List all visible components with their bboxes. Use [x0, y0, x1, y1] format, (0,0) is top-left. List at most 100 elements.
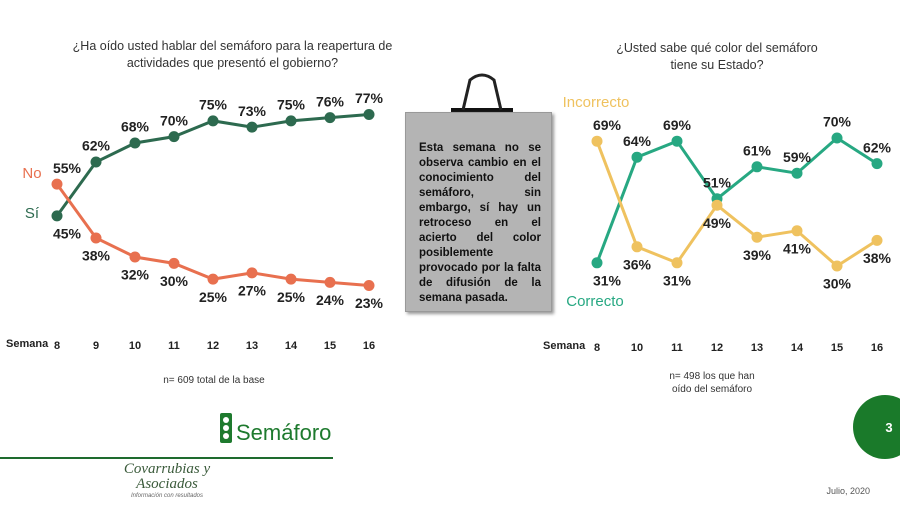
point — [751, 231, 763, 243]
point — [791, 225, 803, 237]
point — [324, 276, 336, 288]
x-tick-label: 13 — [751, 342, 763, 354]
x-tick-label: 14 — [285, 340, 298, 352]
point — [363, 280, 375, 291]
point — [285, 115, 297, 127]
page-badge — [853, 395, 900, 459]
point — [246, 121, 258, 133]
point — [671, 135, 683, 147]
x-tick-label: 11 — [168, 340, 180, 352]
point — [168, 131, 180, 143]
data-label: 62% — [863, 139, 892, 155]
chart-title: ¿Usted sabe qué color del semáforo tiene… — [616, 41, 818, 72]
data-label: 55% — [53, 160, 82, 176]
x-tick-label: 15 — [324, 340, 336, 352]
point — [591, 257, 603, 269]
point — [129, 137, 141, 149]
base-note: n= 498 los que han oído del semáforo — [669, 371, 755, 395]
data-label: 75% — [277, 97, 306, 113]
data-label: 38% — [863, 250, 892, 266]
x-tick-label: 14 — [791, 342, 804, 354]
data-label: 25% — [199, 289, 228, 305]
series-name: Correcto — [566, 293, 624, 310]
point — [591, 135, 603, 147]
x-tick-label: 13 — [246, 340, 258, 352]
data-label: 61% — [743, 143, 772, 159]
data-label: 24% — [316, 292, 345, 308]
point — [831, 260, 843, 272]
data-label: 76% — [316, 93, 345, 109]
data-label: 69% — [593, 117, 622, 133]
data-label: 31% — [663, 273, 692, 289]
series-name: Sí — [25, 205, 40, 222]
chart-title: ¿Ha oído usted hablar del semáforo para … — [72, 39, 393, 70]
data-label: 62% — [82, 138, 111, 154]
series-line — [595, 140, 878, 268]
data-label: 69% — [663, 117, 692, 133]
series-name: Incorrecto — [563, 94, 630, 111]
data-label: 36% — [623, 257, 652, 273]
point — [246, 267, 258, 279]
x-tick-label: 10 — [129, 340, 141, 352]
point — [671, 257, 683, 269]
series-name: No — [22, 165, 41, 182]
data-label: 39% — [743, 247, 772, 263]
point — [871, 234, 883, 246]
point — [168, 257, 180, 269]
data-label: 45% — [53, 226, 82, 242]
x-tick-label: 8 — [594, 342, 600, 354]
data-label: 68% — [121, 119, 150, 135]
data-label: 51% — [703, 175, 732, 191]
base-note: n= 609 total de la base — [163, 375, 265, 386]
x-tick-label: 15 — [831, 342, 843, 354]
point — [90, 156, 102, 168]
data-label: 77% — [355, 90, 384, 106]
series-line — [595, 136, 878, 264]
logo-tagline: Información con resultados — [130, 493, 204, 499]
x-tick-label: 8 — [54, 340, 60, 352]
data-label: 25% — [277, 289, 306, 305]
date: Julio, 2020 — [826, 486, 870, 496]
point — [631, 151, 643, 163]
x-axis-label: Semana — [6, 338, 49, 350]
data-label: 27% — [238, 283, 267, 299]
comment-box: Esta semana no se observa cambio en el c… — [405, 112, 552, 312]
logo-name: Covarrubias y Asociados — [123, 461, 211, 492]
data-label: 41% — [783, 241, 812, 257]
point — [90, 232, 102, 244]
x-tick-label: 12 — [207, 340, 219, 352]
point — [791, 167, 803, 179]
point — [831, 132, 843, 144]
x-tick-label: 12 — [711, 342, 723, 354]
page-number: 3 — [885, 420, 892, 435]
point — [129, 251, 141, 263]
data-label: 32% — [121, 267, 150, 283]
data-label: 30% — [823, 276, 852, 292]
brand: Semáforo — [236, 420, 331, 445]
data-label: 75% — [199, 97, 228, 113]
point — [207, 115, 219, 127]
x-tick-label: 11 — [671, 342, 683, 354]
point — [631, 241, 643, 253]
point — [711, 199, 723, 211]
x-tick-label: 16 — [363, 340, 375, 352]
x-axis-label: Semana — [543, 340, 586, 352]
data-label: 30% — [160, 273, 189, 289]
traffic-light-icon — [220, 413, 232, 443]
point — [207, 273, 219, 285]
point — [51, 178, 63, 190]
data-label: 38% — [82, 248, 111, 264]
point — [285, 273, 297, 285]
data-label: 70% — [160, 112, 189, 128]
data-label: 70% — [823, 114, 852, 130]
data-label: 31% — [593, 273, 622, 289]
data-label: 59% — [783, 149, 812, 165]
point — [871, 158, 883, 170]
point — [751, 161, 763, 173]
point — [363, 109, 375, 120]
data-label: 73% — [238, 103, 267, 119]
x-tick-label: 16 — [871, 342, 883, 354]
data-label: 23% — [355, 295, 384, 311]
